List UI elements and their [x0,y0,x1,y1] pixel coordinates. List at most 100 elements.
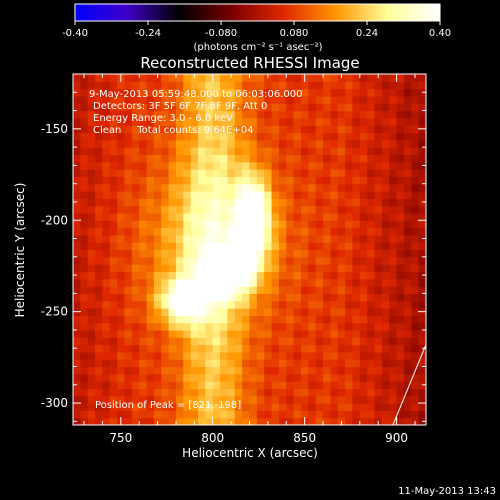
heatmap-cell [411,322,420,331]
heatmap-cell [198,300,206,309]
heatmap-cell [323,81,331,90]
heatmap-cell [124,366,133,375]
heatmap-cell [396,322,405,331]
y-axis-label: Heliocentric Y (arcsec) [13,183,27,318]
heatmap-cell [220,110,229,119]
heatmap-cell [271,410,280,419]
heatmap-cell [367,344,376,353]
heatmap-cell [374,381,383,390]
heatmap-cell [278,198,287,207]
heatmap-cell [168,220,177,229]
heatmap-cell [271,308,280,316]
heatmap-cell [227,117,236,126]
heatmap-cell [300,220,309,229]
heatmap-cell [109,169,118,177]
heatmap-cell [117,315,126,324]
heatmap-cell [198,256,206,265]
heatmap-cell [146,337,155,346]
heatmap-cell [73,212,81,221]
heatmap-cell [190,212,199,221]
heatmap-cell [345,234,354,243]
heatmap-cell [102,264,111,273]
heatmap-cell [352,293,361,302]
heatmap-cell [227,278,236,287]
heatmap-cell [403,359,412,368]
heatmap-cell [330,125,339,134]
heatmap-cell [242,205,251,214]
heatmap-cell [381,154,390,163]
heatmap-cell [389,373,398,382]
heatmap-cell [183,103,192,112]
heatmap-cell [212,351,221,360]
annotation-energy-range: Energy Range: 3.0 - 6.0 keV [93,113,233,124]
heatmap-cell [264,395,273,404]
heatmap-cell [87,132,96,141]
heatmap-cell [271,337,280,346]
heatmap-cell [95,344,104,353]
heatmap-cell [190,256,199,265]
heatmap-cell [87,125,96,134]
heatmap-cell [367,74,376,82]
heatmap-cell [198,293,206,302]
heatmap-cell [256,286,265,294]
heatmap-cell [359,271,368,280]
heatmap-cell [271,286,280,294]
heatmap-cell [161,256,170,265]
heatmap-cell [374,249,383,258]
heatmap-cell [323,139,331,148]
heatmap-cell [146,220,155,229]
heatmap-cell [131,264,140,273]
heatmap-cell [124,351,133,360]
heatmap-cell [161,88,170,97]
heatmap-cell [352,103,361,112]
heatmap-cell [205,198,214,207]
heatmap-cell [359,351,368,360]
heatmap-cell [146,205,155,214]
axis-ticks: 750 800 850 900-150-200-250-300 [41,73,426,445]
heatmap-cell [124,132,133,141]
heatmap-cell [271,234,280,243]
heatmap-cell [293,373,302,382]
heatmap-cell [403,139,412,148]
heatmap-cell [95,381,104,390]
heatmap-cell [124,344,133,353]
heatmap-cell [227,183,236,192]
heatmap-cell [286,410,295,419]
heatmap-cell [80,395,89,404]
heatmap-cell [389,271,398,280]
heatmap-cell [139,220,148,229]
heatmap-cell [374,322,383,331]
heatmap-cell [396,88,405,97]
heatmap-cell [264,198,273,207]
heatmap-cell [190,308,199,316]
heatmap-cell [131,271,140,280]
heatmap-cell [381,103,390,112]
heatmap-cell [374,176,383,185]
heatmap-cell [124,300,133,309]
heatmap-cell [389,154,398,163]
heatmap-cell [403,315,412,324]
heatmap-cell [220,373,229,382]
heatmap-cell [300,227,309,236]
heatmap-cell [117,359,126,368]
heatmap-cell [286,125,295,134]
heatmap-cell [234,322,243,331]
heatmap-cell [131,103,140,112]
heatmap-cell [359,234,368,243]
heatmap-cell [293,205,302,214]
heatmap-cell [175,381,184,390]
heatmap-cell [161,271,170,280]
heatmap-cell [183,329,192,338]
heatmap-cell [367,264,376,273]
heatmap-cell [73,337,81,346]
heatmap-cell [345,183,354,192]
heatmap-cell [95,366,104,375]
heatmap-cell [249,315,258,324]
heatmap-cell [146,286,155,294]
heatmap-cell [175,293,184,302]
heatmap-cell [117,88,126,97]
heatmap-cell [124,359,133,368]
heatmap-cell [146,308,155,316]
heatmap-cell [381,191,390,199]
heatmap-cell [183,381,192,390]
